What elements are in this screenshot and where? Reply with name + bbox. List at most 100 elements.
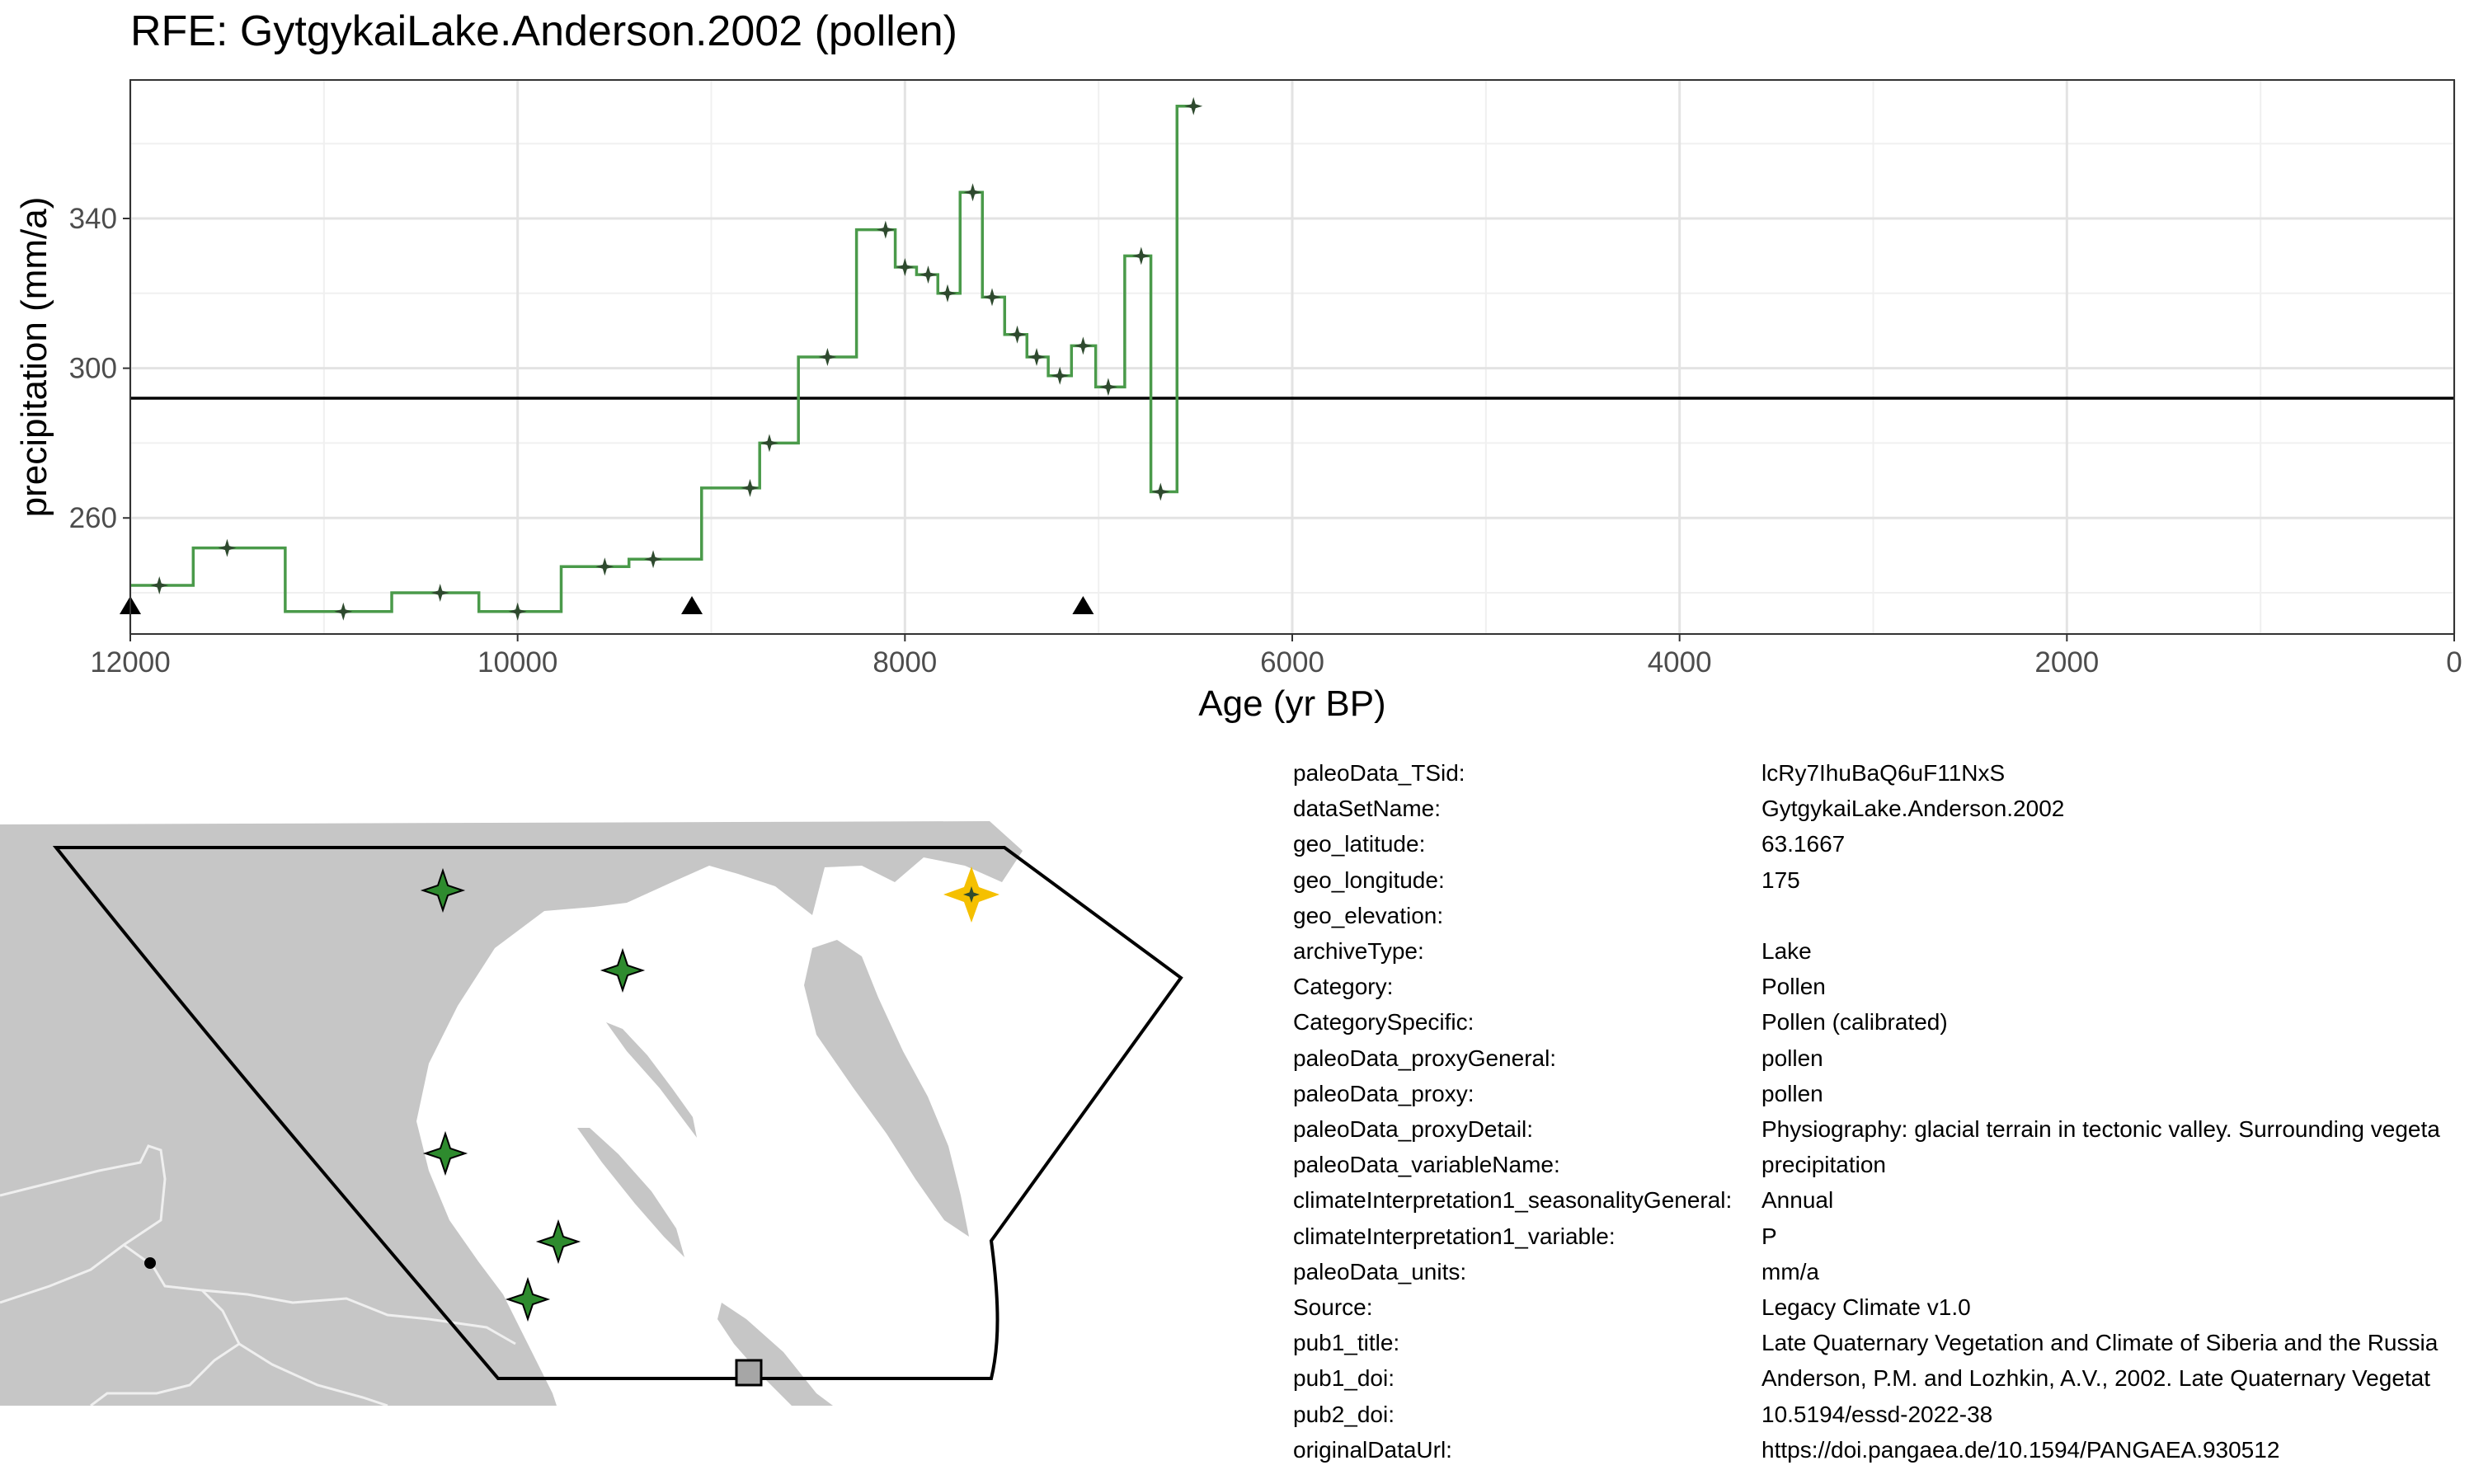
metadata-value: Annual (1761, 1187, 1834, 1214)
data-point (218, 538, 237, 557)
metadata-key: climateInterpretation1_variable: (1293, 1223, 1616, 1249)
metadata-table: paleoData_TSid: lcRy7IhuBaQ6uF11NxS dataSe… (1293, 760, 2474, 1477)
data-point (1098, 378, 1117, 397)
metadata-key: dataSetName: (1293, 796, 1441, 822)
land-mass (606, 1022, 697, 1138)
metadata-key: paleoData_TSid: (1293, 760, 1465, 786)
site-marker (600, 947, 646, 993)
x-tick-label: 8000 (872, 646, 937, 679)
x-tick-label: 10000 (477, 646, 557, 679)
x-tick-label: 12000 (90, 646, 170, 679)
data-point (1051, 366, 1070, 385)
data-point (430, 584, 449, 603)
site-marker (535, 1219, 581, 1265)
site-marker (505, 1276, 551, 1322)
data-point (876, 220, 895, 239)
selected-site-center (963, 886, 980, 903)
inset-square (735, 1359, 763, 1387)
metadata-key: paleoData_proxyDetail: (1293, 1116, 1534, 1142)
precipitation-chart: 12000 10000 8000 6000 4000 2000 0 260 300 340 Ag… (14, 79, 2462, 724)
data-point (741, 478, 760, 497)
x-tick-label: 0 (2446, 646, 2462, 679)
metadata-key: paleoData_proxyGeneral: (1293, 1045, 1557, 1071)
metadata-key: originalDataUrl: (1293, 1436, 1452, 1463)
location-dot (144, 1257, 156, 1269)
metadata-value: Physiography: glacial terrain in tectoni… (1761, 1116, 2440, 1142)
chart-title: RFE: GytgykaiLake.Anderson.2002 (pollen) (130, 7, 957, 55)
age-marker-triangle (681, 596, 703, 614)
metadata-key: pub2_doi: (1293, 1401, 1395, 1427)
metadata-key: pub1_doi: (1293, 1365, 1395, 1392)
data-point (1131, 247, 1150, 265)
metadata-value: 175 (1761, 866, 1800, 893)
metadata-value: Lake (1761, 938, 1812, 964)
x-axis-title: Age (yr BP) (1198, 683, 1385, 724)
y-tick-label: 340 (69, 203, 117, 235)
metadata-key: paleoData_units: (1293, 1258, 1467, 1284)
data-point (896, 258, 915, 277)
data-point (1008, 325, 1027, 344)
metadata-value: Legacy Climate v1.0 (1761, 1294, 1971, 1320)
metadata-value: 10.5194/essd-2022-38 (1761, 1401, 1993, 1427)
y-tick-label: 260 (69, 502, 117, 534)
metadata-key: paleoData_proxy: (1293, 1080, 1475, 1106)
x-tick-label: 4000 (1648, 646, 1712, 679)
data-point (595, 557, 614, 576)
metadata-value: pollen (1761, 1045, 1823, 1071)
data-point (508, 602, 527, 621)
metadata-key: climateInterpretation1_seasonalityGenera… (1293, 1187, 1733, 1214)
data-point (1151, 482, 1170, 501)
land-mass (577, 1128, 684, 1257)
metadata-value: P (1761, 1223, 1777, 1249)
data-point (334, 602, 353, 621)
data-point (150, 575, 169, 594)
site-map (0, 821, 1183, 1406)
age-marker-triangle (1072, 596, 1094, 614)
metadata-key: CategorySpecific: (1293, 1009, 1475, 1036)
land-mass (804, 940, 969, 1237)
metadata-value: GytgykaiLake.Anderson.2002 (1761, 796, 2065, 822)
data-point (919, 265, 938, 284)
metadata-value: https://doi.pangaea.de/10.1594/PANGAEA.9… (1761, 1436, 2280, 1463)
metadata-key: pub1_title: (1293, 1330, 1400, 1356)
data-point (1028, 348, 1047, 366)
x-tick-label: 2000 (2034, 646, 2099, 679)
data-point (1074, 336, 1093, 355)
land-mass (0, 821, 1023, 1406)
series-line (130, 105, 1194, 613)
metadata-key: paleoData_variableName: (1293, 1152, 1560, 1178)
metadata-value: pollen (1761, 1080, 1823, 1106)
data-point (983, 288, 1002, 307)
data-point (1184, 96, 1203, 115)
country-border (0, 1144, 167, 1304)
y-axis: 260 300 340 (69, 203, 130, 534)
data-point (963, 183, 982, 202)
x-tick-label: 6000 (1260, 646, 1324, 679)
site-marker (420, 867, 466, 913)
region-outline (52, 846, 1183, 1380)
x-axis: 12000 10000 8000 6000 4000 2000 0 (90, 634, 2462, 679)
metadata-value: precipitation (1761, 1152, 1886, 1178)
data-point (938, 284, 957, 303)
country-border (238, 1342, 388, 1406)
metadata-value: 63.1667 (1761, 831, 1846, 857)
metadata-value: Late Quaternary Vegetation and Climate o… (1761, 1330, 2439, 1356)
metadata-value: lcRy7IhuBaQ6uF11NxS (1761, 760, 2006, 786)
metadata-value: Pollen (calibrated) (1761, 1009, 1948, 1036)
data-point (760, 434, 778, 453)
metadata-value: mm/a (1761, 1258, 1819, 1284)
y-tick-label: 300 (69, 353, 117, 385)
data-point (818, 348, 837, 366)
site-markers (420, 866, 999, 1322)
country-border (201, 1289, 516, 1345)
metadata-key: Source: (1293, 1294, 1373, 1320)
metadata-key: Category: (1293, 974, 1394, 1000)
land-mass (717, 1303, 833, 1406)
series-points (150, 96, 1203, 621)
metadata-value: Pollen (1761, 974, 1826, 1000)
data-point (644, 550, 663, 569)
metadata-key: archiveType: (1293, 938, 1424, 964)
metadata-key: geo_latitude: (1293, 831, 1426, 857)
y-axis-title: precipitation (mm/a) (14, 197, 54, 518)
site-marker (422, 1130, 468, 1176)
